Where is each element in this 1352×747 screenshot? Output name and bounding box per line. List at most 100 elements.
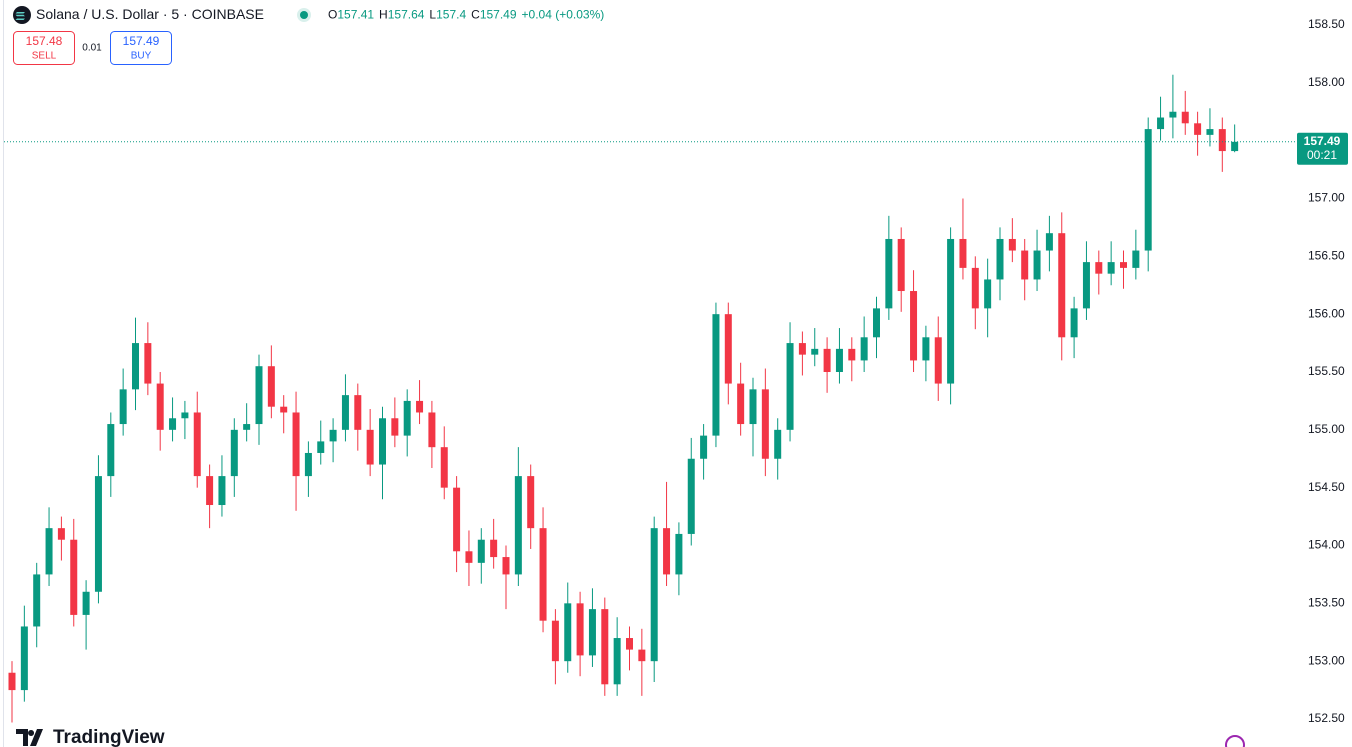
candle-body: [835, 348, 843, 372]
status-dot: [300, 11, 308, 19]
buy-label[interactable]: BUY: [131, 51, 152, 62]
candle-body: [20, 626, 28, 691]
candle-body: [947, 238, 955, 384]
candle-body: [132, 343, 139, 390]
candle-body: [33, 574, 41, 627]
candle-body: [934, 337, 942, 384]
ohlc-key: C: [471, 8, 480, 22]
candle-body: [379, 418, 386, 465]
candle-body: [761, 389, 769, 459]
sell-label[interactable]: SELL: [32, 51, 57, 62]
last-price-tag: [1297, 132, 1348, 165]
chart-title: Solana / U.S. Dollar · 5 · COINBASE: [36, 6, 264, 22]
candle-body: [465, 551, 473, 563]
candle-body: [169, 418, 177, 430]
candle-body: [502, 557, 510, 575]
candle-body: [292, 412, 300, 477]
candle-body: [1206, 129, 1214, 135]
candle-body: [601, 609, 609, 685]
ohlc-value: 157.41: [337, 8, 374, 22]
candle-body: [354, 395, 362, 430]
candle-body: [1157, 117, 1165, 130]
candle-body: [897, 238, 905, 292]
candle-body: [1021, 250, 1029, 280]
candle-body: [1144, 129, 1152, 251]
candle-body: [230, 429, 238, 477]
candle-body: [366, 429, 374, 465]
candle-body: [218, 476, 226, 506]
candle-body: [638, 649, 646, 662]
price-axis: 152.50 153.00 153.50 154.00 154.50 155.00 155.…: [1295, 17, 1348, 725]
candle-body: [416, 400, 424, 413]
candle-body: [1070, 308, 1078, 338]
candle-body: [1194, 123, 1202, 135]
candle-body: [1218, 129, 1226, 152]
ohlc-value: 157.64: [388, 8, 425, 22]
candle-body: [885, 238, 893, 309]
candle-body: [1132, 250, 1140, 268]
candle-body: [1181, 111, 1189, 124]
change: +0.04 (+0.03%): [522, 8, 605, 22]
candle-body: [1095, 262, 1103, 274]
candle-body: [329, 429, 337, 442]
logo-text: TradingView: [53, 727, 165, 747]
candle-body: [910, 291, 918, 361]
candle-body: [1008, 238, 1016, 251]
candle-body: [564, 603, 572, 662]
buy-button[interactable]: [110, 31, 172, 65]
candle-body: [453, 487, 461, 552]
candle-body: [57, 528, 65, 540]
candle-body: [341, 395, 349, 430]
candle-body: [107, 424, 115, 477]
candle-body: [749, 389, 757, 425]
buy-price[interactable]: 157.49: [123, 34, 160, 48]
y-tick-label: 153.50: [1308, 596, 1345, 610]
plot-area: [4, 74, 1295, 723]
y-tick-label: 157.00: [1308, 191, 1345, 205]
candle-body: [588, 609, 596, 656]
candle-body: [45, 528, 53, 575]
candle-body: [490, 539, 498, 558]
candle-body: [1231, 141, 1239, 152]
candle-body: [687, 458, 695, 534]
candle-body: [996, 238, 1004, 280]
y-tick-label: 156.50: [1308, 248, 1345, 262]
candle-body: [786, 343, 794, 430]
candle-body: [576, 603, 584, 656]
candle-body: [156, 383, 164, 430]
candle-body: [848, 348, 856, 361]
sell-button[interactable]: [13, 31, 75, 65]
candle-body: [181, 412, 189, 419]
candle-body: [403, 400, 411, 436]
candle-body: [1169, 111, 1177, 118]
candle-body: [94, 476, 102, 592]
candle-body: [144, 343, 152, 384]
candle-body: [823, 348, 831, 372]
candle-body: [650, 528, 658, 662]
candle-body: [1082, 262, 1090, 309]
candle-body: [267, 366, 275, 407]
candle-body: [724, 314, 732, 384]
y-tick-label: 154.00: [1308, 538, 1345, 552]
candle-body: [737, 383, 745, 425]
candle-body: [1107, 262, 1115, 274]
ohlc-key: O: [328, 8, 337, 22]
candle-body: [1045, 233, 1053, 251]
indicator-icon[interactable]: [1225, 735, 1245, 747]
sell-price[interactable]: 157.48: [26, 34, 63, 48]
candle-body: [984, 279, 992, 309]
y-tick-label: 155.50: [1308, 364, 1345, 378]
candle-body: [1033, 250, 1041, 280]
candle-body: [798, 343, 806, 355]
candle-body: [527, 476, 535, 529]
candle-body: [440, 447, 448, 488]
candle-body: [1058, 233, 1066, 338]
candle-body: [539, 528, 547, 621]
ohlc-key: L: [429, 8, 436, 22]
candle-body: [280, 406, 288, 413]
countdown: 00:21: [1307, 148, 1337, 162]
y-tick-label: 158.50: [1308, 17, 1345, 31]
logo-icon: [16, 729, 43, 746]
